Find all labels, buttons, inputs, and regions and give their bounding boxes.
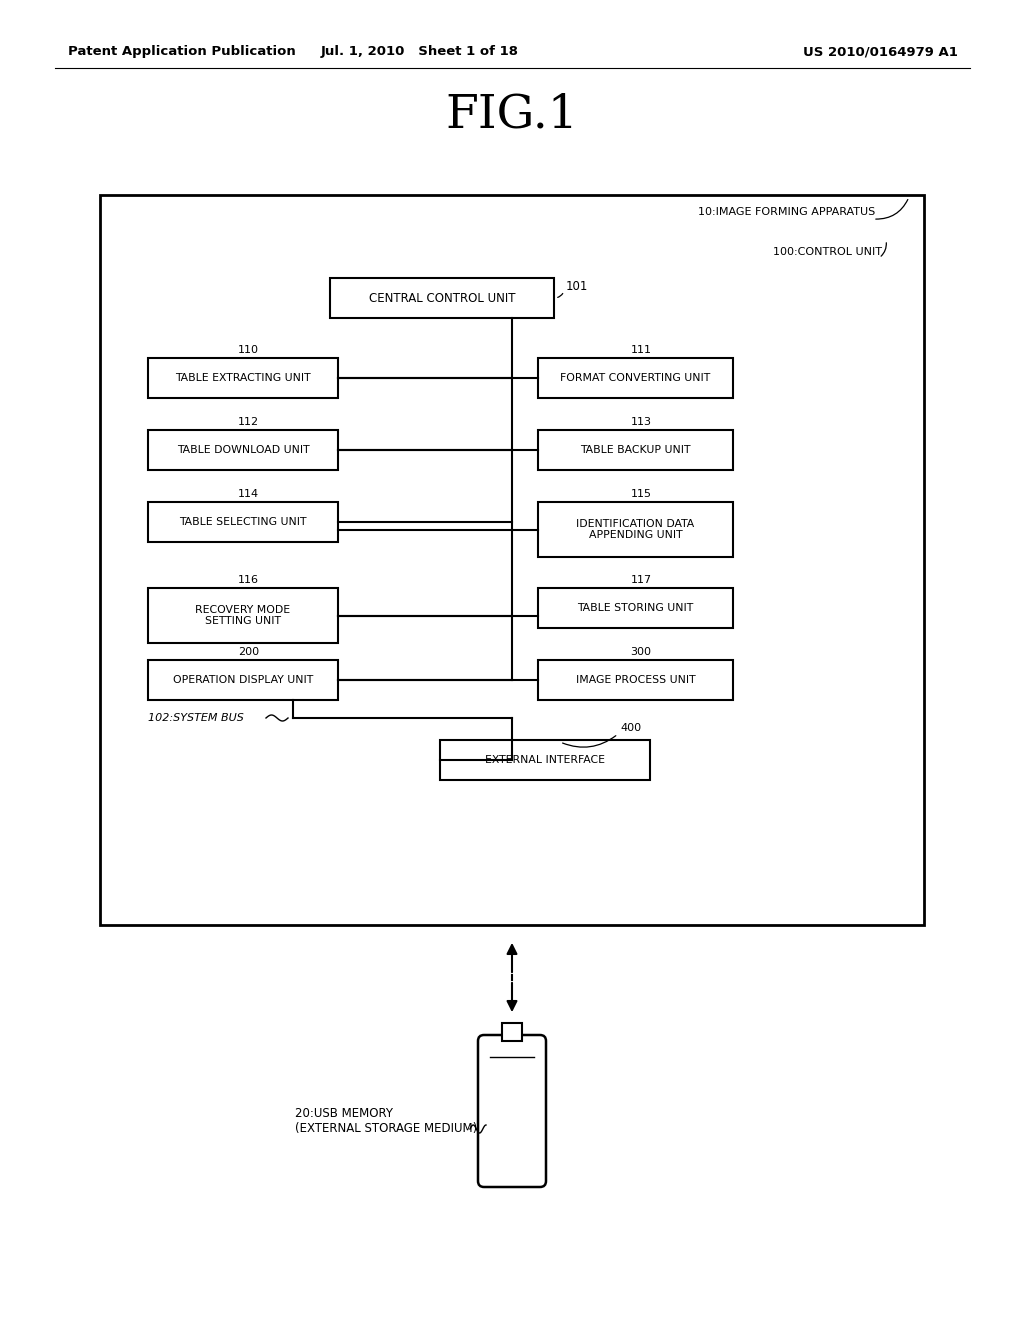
Text: 400: 400 <box>620 723 641 733</box>
Text: IMAGE PROCESS UNIT: IMAGE PROCESS UNIT <box>575 675 695 685</box>
Bar <box>148 660 338 700</box>
Bar <box>148 587 338 643</box>
Text: IDENTIFICATION DATA
APPENDING UNIT: IDENTIFICATION DATA APPENDING UNIT <box>577 519 694 540</box>
Text: TABLE SELECTING UNIT: TABLE SELECTING UNIT <box>179 517 307 527</box>
Text: 112: 112 <box>238 417 259 426</box>
Text: OPERATION DISPLAY UNIT: OPERATION DISPLAY UNIT <box>173 675 313 685</box>
Text: Patent Application Publication: Patent Application Publication <box>68 45 296 58</box>
Text: FORMAT CONVERTING UNIT: FORMAT CONVERTING UNIT <box>560 374 711 383</box>
Bar <box>538 358 733 399</box>
FancyBboxPatch shape <box>478 1035 546 1187</box>
Text: 300: 300 <box>631 647 651 657</box>
Text: 114: 114 <box>238 488 259 499</box>
Bar <box>538 660 733 700</box>
Text: 100:CONTROL UNIT: 100:CONTROL UNIT <box>773 247 882 257</box>
Text: 111: 111 <box>631 345 651 355</box>
Bar <box>538 502 733 557</box>
Text: 113: 113 <box>631 417 651 426</box>
Text: EXTERNAL INTERFACE: EXTERNAL INTERFACE <box>485 755 605 766</box>
Text: 117: 117 <box>631 576 651 585</box>
Text: TABLE DOWNLOAD UNIT: TABLE DOWNLOAD UNIT <box>177 445 309 455</box>
Bar <box>100 195 924 925</box>
Text: CENTRAL CONTROL UNIT: CENTRAL CONTROL UNIT <box>369 292 515 305</box>
Bar <box>148 430 338 470</box>
Text: TABLE EXTRACTING UNIT: TABLE EXTRACTING UNIT <box>175 374 311 383</box>
FancyArrowPatch shape <box>558 293 563 297</box>
Bar <box>148 502 338 543</box>
Text: 116: 116 <box>238 576 259 585</box>
Text: US 2010/0164979 A1: US 2010/0164979 A1 <box>803 45 958 58</box>
FancyArrowPatch shape <box>881 243 887 256</box>
Text: 200: 200 <box>238 647 259 657</box>
Text: 115: 115 <box>631 488 651 499</box>
Bar <box>148 358 338 399</box>
Text: 102:SYSTEM BUS: 102:SYSTEM BUS <box>148 713 244 723</box>
Text: RECOVERY MODE
SETTING UNIT: RECOVERY MODE SETTING UNIT <box>196 605 291 626</box>
Text: 101: 101 <box>566 280 589 293</box>
Text: TABLE STORING UNIT: TABLE STORING UNIT <box>578 603 693 612</box>
Text: 10:IMAGE FORMING APPARATUS: 10:IMAGE FORMING APPARATUS <box>697 207 874 216</box>
Text: 20:USB MEMORY
(EXTERNAL STORAGE MEDIUM): 20:USB MEMORY (EXTERNAL STORAGE MEDIUM) <box>295 1107 477 1135</box>
Bar <box>538 587 733 628</box>
Bar <box>330 279 554 318</box>
Bar <box>502 1023 522 1041</box>
Text: 110: 110 <box>238 345 259 355</box>
Text: TABLE BACKUP UNIT: TABLE BACKUP UNIT <box>581 445 691 455</box>
FancyArrowPatch shape <box>876 199 908 219</box>
Text: FIG.1: FIG.1 <box>445 92 579 137</box>
Bar <box>440 741 650 780</box>
Text: Jul. 1, 2010   Sheet 1 of 18: Jul. 1, 2010 Sheet 1 of 18 <box>321 45 519 58</box>
Bar <box>538 430 733 470</box>
Bar <box>128 238 896 813</box>
FancyArrowPatch shape <box>562 735 615 747</box>
